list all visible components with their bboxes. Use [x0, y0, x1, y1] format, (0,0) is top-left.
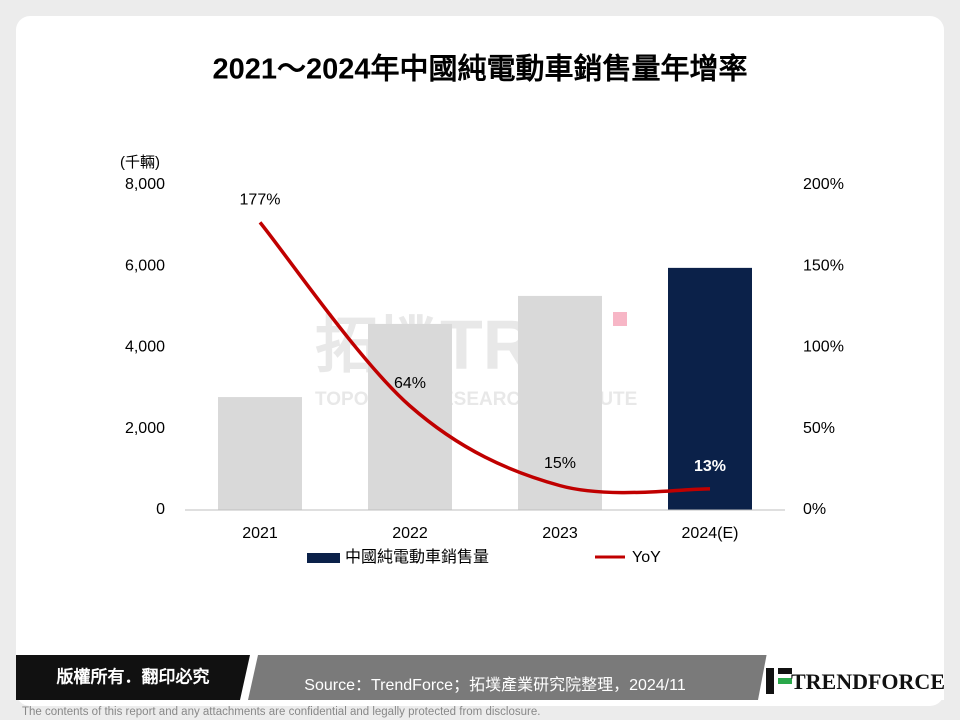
logo-bar: [778, 678, 792, 684]
footer-source: Source：TrendForce；拓墣產業研究院整理，2024/11: [304, 676, 686, 694]
y2-tick-label: 100%: [803, 339, 844, 356]
watermark-dot: [613, 312, 627, 326]
data-label: 15%: [544, 455, 576, 472]
logo-bar: [778, 668, 792, 674]
bar: [368, 323, 452, 510]
y2-tick-label: 0%: [803, 501, 826, 518]
line: [258, 221, 711, 495]
bar: [518, 295, 602, 510]
x-tick-label: 2022: [392, 525, 428, 542]
x-tick-label: 2024(E): [682, 525, 739, 542]
y-tick-label: 6,000: [125, 257, 165, 274]
footer-logo-band: [758, 637, 944, 700]
x-tick-label: 2021: [242, 525, 278, 542]
legend-label: YoY: [632, 549, 661, 566]
card: [16, 16, 944, 706]
logo-bar: [766, 668, 774, 694]
y2-tick-label: 200%: [803, 176, 844, 193]
bar: [668, 267, 752, 510]
y-tick-label: 8,000: [125, 176, 165, 193]
y2-tick-label: 150%: [803, 257, 844, 274]
legend-label: 中國純電動車銷售量: [345, 548, 489, 566]
y-tick-label: 2,000: [125, 420, 165, 437]
bar: [218, 397, 302, 510]
data-label: 13%: [694, 458, 726, 475]
footer-logo: TRENDFORCE: [791, 669, 945, 694]
footer-rights-band: [16, 655, 250, 700]
data-label: 177%: [240, 192, 281, 209]
footer-source-band: [248, 655, 770, 700]
y-tick-label: 4,000: [125, 339, 165, 356]
legend-swatch: [307, 553, 340, 563]
logo-mark: [766, 668, 792, 694]
footer-rights: 版權所有．翻印必究: [57, 666, 210, 686]
footer-disclaimer: The contents of this report and any atta…: [22, 706, 540, 718]
y2-tick-label: 50%: [803, 420, 835, 437]
chart-title: 2021～2024年中國純電動車銷售量年增率: [212, 52, 747, 86]
y-unit: (千輛): [120, 154, 160, 171]
x-tick-label: 2023: [542, 525, 578, 542]
data-label: 64%: [394, 375, 426, 392]
y-tick-label: 0: [156, 501, 165, 518]
